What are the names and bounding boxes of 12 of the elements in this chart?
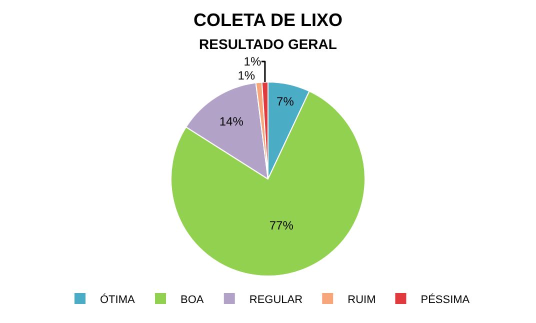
legend-label: ÓTIMA [100,292,136,306]
legend-label: REGULAR [249,294,303,306]
data-label: 14% [219,114,244,129]
data-label: 1% [244,54,262,68]
data-label: 7% [276,94,294,108]
legend-label: BOA [180,294,204,306]
chart-subtitle: RESULTADO GERAL [199,36,338,52]
data-label: 77% [269,218,294,233]
legend-label: RUIM [348,294,376,306]
legend-label: PÉSSIMA [420,292,470,306]
data-label: 1% [238,68,256,82]
chart-title: COLETA DE LIXO [193,10,343,30]
